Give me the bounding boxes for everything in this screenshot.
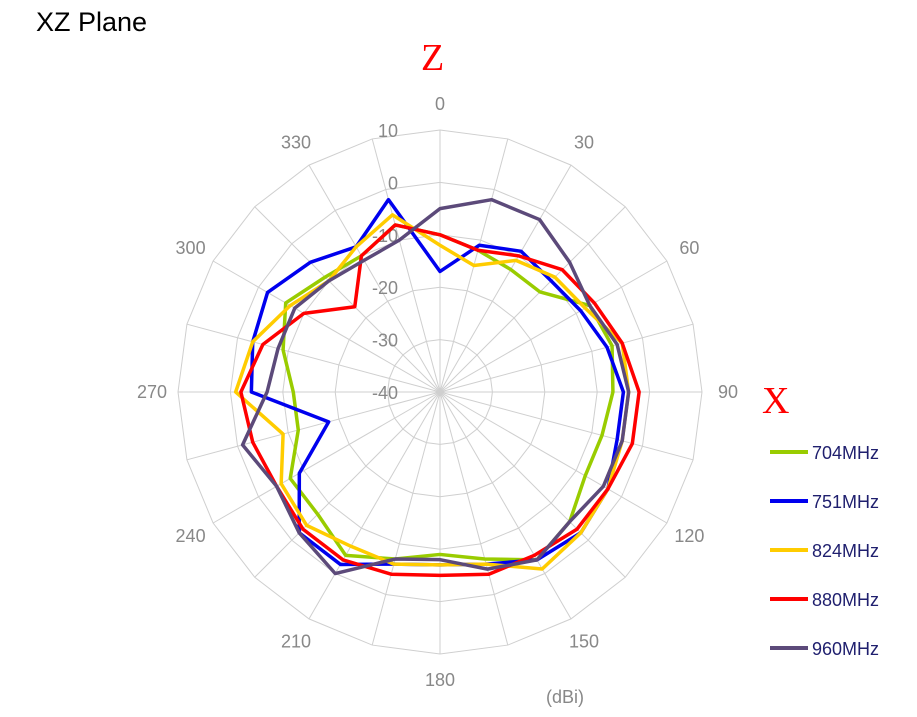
grid-spoke [439,260,668,393]
z-axis-letter: Z [421,37,444,79]
x-axis-letter: X [762,380,789,422]
legend-label: 960MHz [812,639,879,659]
grid-spoke [186,391,441,461]
grid-spoke [186,323,441,393]
grid-spoke [308,164,441,393]
grid-spoke [308,391,441,620]
grid-spoke [439,391,694,461]
grid-spoke [439,323,694,393]
angle-tick-label: 240 [176,526,206,546]
series-line-824MHz [233,213,631,571]
angle-tick-label: 300 [176,238,206,258]
angle-tick-label: 270 [137,382,167,402]
angle-tick-label: 180 [425,670,455,690]
legend: 704MHz 751MHz 824MHz 880MHz 960MHz [770,443,879,659]
grid-spoke [439,391,668,524]
grid-spoke [212,391,441,524]
radial-tick-label: -20 [372,278,398,298]
series-line-960MHz [240,197,631,576]
legend-label: 751MHz [812,492,879,512]
angle-tick-label: 30 [574,133,594,153]
radial-tick-label: 10 [378,121,398,141]
angle-tick-label: 150 [569,631,599,651]
grid-spoke [371,391,441,646]
grid-spoke [439,391,626,578]
angle-tick-label: 330 [281,133,311,153]
grid-spoke [439,206,626,393]
radial-tick-label: -40 [372,383,398,403]
angle-tick-label: 210 [281,631,311,651]
radial-tick-label: -30 [372,331,398,351]
radial-tick-label: 0 [388,173,398,193]
angle-tick-label: 60 [679,238,699,258]
grid-spoke [371,138,441,393]
angle-tick-label: 0 [435,94,445,114]
angle-labels: 0 30 60 90 120 150 180 210 240 270 300 330 [137,94,738,690]
grid-spoke [254,391,441,578]
legend-label: 880MHz [812,590,879,610]
radial-tick-labels: 100-10-20-30-40 [372,121,398,403]
angle-tick-label: 120 [674,526,704,546]
grid-spoke [439,391,572,620]
grid-spoke [212,260,441,393]
angle-tick-label: 90 [718,382,738,402]
series-line-880MHz [239,223,641,578]
unit-label: (dBi) [546,687,584,707]
grid-spoke [439,391,509,646]
series-lines [233,197,641,578]
legend-label: 824MHz [812,541,879,561]
legend-label: 704MHz [812,443,879,463]
grid-spoke [254,206,441,393]
grid-spoke [439,164,572,393]
chart-title: XZ Plane [36,7,147,37]
polar-grid [177,129,703,655]
